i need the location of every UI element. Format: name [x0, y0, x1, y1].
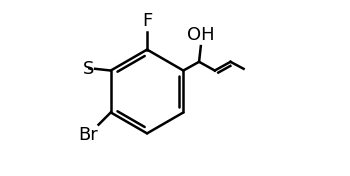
- Text: S: S: [83, 60, 94, 78]
- Text: Br: Br: [78, 125, 98, 144]
- Text: OH: OH: [187, 26, 215, 44]
- Text: F: F: [142, 12, 152, 30]
